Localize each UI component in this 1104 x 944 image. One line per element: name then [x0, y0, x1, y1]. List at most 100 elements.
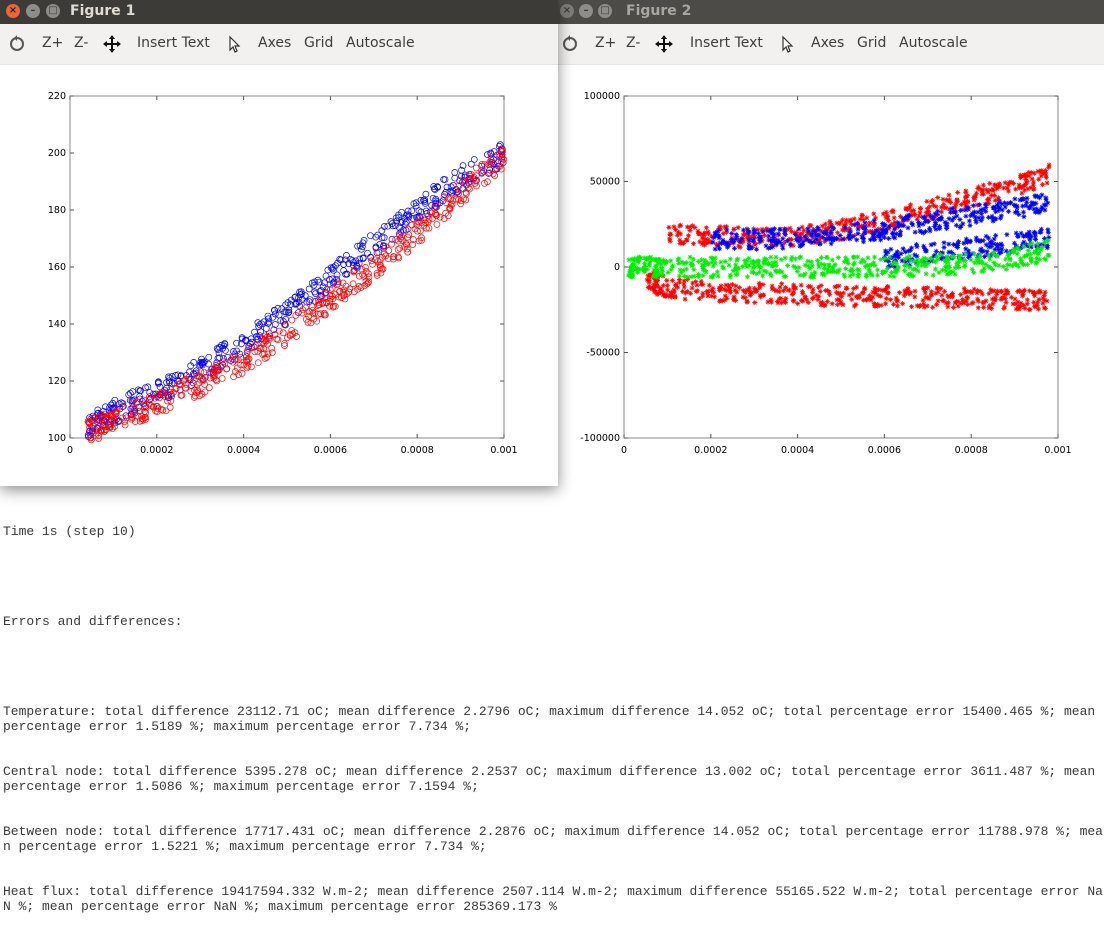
data-point — [627, 265, 633, 271]
autoscale-button[interactable]: Autoscale — [346, 35, 415, 51]
data-point — [129, 409, 137, 416]
maximize-icon[interactable]: □ — [598, 4, 612, 18]
data-point — [706, 282, 712, 288]
figure-1-window[interactable]: × – □ Figure 1 Z+ Z- Insert Text Axes Gr… — [0, 0, 558, 486]
grid-button[interactable]: Grid — [304, 35, 334, 51]
data-point — [805, 263, 811, 269]
data-point — [100, 426, 108, 434]
data-point — [809, 296, 815, 302]
data-point — [880, 231, 886, 237]
data-point — [431, 186, 439, 193]
data-point — [198, 374, 206, 382]
data-point — [954, 213, 960, 219]
rotate-icon[interactable] — [560, 34, 580, 54]
data-point — [778, 256, 784, 262]
data-point — [680, 240, 686, 246]
data-point — [833, 236, 839, 242]
data-point — [749, 290, 755, 296]
data-point — [926, 208, 932, 214]
data-point — [1002, 304, 1008, 310]
data-point — [979, 211, 985, 217]
pointer-icon[interactable] — [778, 34, 798, 54]
insert-text-button[interactable]: Insert Text — [137, 35, 210, 51]
y-tick-label: 0 — [614, 262, 620, 273]
data-point — [899, 258, 905, 264]
data-point — [166, 404, 174, 411]
data-point — [949, 249, 955, 255]
pan-icon[interactable] — [654, 34, 674, 54]
data-point — [724, 287, 730, 293]
data-point — [733, 283, 739, 289]
data-point — [883, 229, 889, 235]
grid-button[interactable]: Grid — [857, 35, 887, 51]
data-point — [905, 272, 911, 278]
axes-button[interactable]: Axes — [258, 35, 292, 51]
zoom-in-button[interactable]: Z+ — [595, 35, 617, 51]
data-point — [487, 153, 495, 161]
data-point — [702, 231, 708, 237]
data-point — [829, 257, 835, 263]
figure-2-window[interactable]: × – □ Figure 2 Z+ Z- Insert Text Axes Gr… — [556, 0, 1104, 486]
data-point — [815, 297, 821, 303]
data-point — [387, 218, 395, 225]
data-point — [390, 255, 397, 263]
titlebar[interactable]: × – □ Figure 1 — [0, 0, 558, 24]
data-point — [368, 257, 375, 265]
data-point — [866, 229, 872, 235]
close-icon[interactable]: × — [6, 4, 20, 18]
data-point — [782, 229, 788, 235]
axes-button[interactable]: Axes — [811, 35, 845, 51]
data-point — [1039, 204, 1045, 210]
x-tick-label: 0 — [621, 445, 627, 456]
data-point — [928, 199, 934, 205]
data-point — [804, 236, 810, 242]
data-point — [90, 414, 98, 421]
zoom-out-button[interactable]: Z- — [74, 35, 89, 51]
pan-icon[interactable] — [102, 34, 122, 54]
data-point — [770, 235, 776, 241]
figure-2-plot[interactable]: 0 0.0002 0.0004 0.0006 0.0008 0.001-100000-50… — [556, 64, 1104, 486]
data-point — [752, 260, 758, 266]
data-point — [108, 416, 116, 424]
figure-1-plot[interactable]: 0 0.0002 0.0004 0.0006 0.0008 0.0011001201401… — [0, 64, 558, 486]
data-point — [997, 215, 1003, 221]
data-point — [851, 216, 857, 222]
data-point — [733, 272, 739, 278]
zoom-out-button[interactable]: Z- — [626, 35, 641, 51]
data-point — [809, 232, 815, 238]
autoscale-button[interactable]: Autoscale — [899, 35, 968, 51]
data-point — [230, 373, 237, 381]
data-point — [329, 295, 337, 303]
data-point — [1044, 298, 1050, 304]
titlebar[interactable]: × – □ Figure 2 — [556, 0, 1104, 24]
data-point — [905, 225, 911, 231]
data-point — [917, 210, 923, 216]
data-point — [1028, 256, 1034, 262]
data-point — [651, 281, 657, 287]
rotate-icon[interactable] — [7, 34, 27, 54]
data-point — [939, 204, 945, 210]
data-point — [904, 254, 910, 260]
data-point — [723, 224, 729, 230]
data-point — [634, 265, 640, 271]
data-point — [735, 256, 741, 262]
data-point — [926, 258, 932, 264]
data-point — [1044, 245, 1050, 251]
maximize-icon[interactable]: □ — [46, 4, 60, 18]
data-point — [887, 254, 893, 260]
data-point — [441, 191, 448, 198]
minimize-icon[interactable]: – — [579, 4, 593, 18]
data-point — [460, 178, 468, 185]
insert-text-button[interactable]: Insert Text — [690, 35, 763, 51]
data-point — [952, 271, 958, 277]
data-point — [639, 266, 645, 272]
data-point — [689, 262, 695, 268]
zoom-in-button[interactable]: Z+ — [42, 35, 64, 51]
data-point — [988, 241, 994, 247]
data-point — [402, 218, 410, 226]
data-point — [1024, 179, 1030, 185]
pointer-icon[interactable] — [225, 34, 245, 54]
data-point — [896, 264, 902, 270]
minimize-icon[interactable]: – — [26, 4, 40, 18]
close-icon[interactable]: × — [560, 4, 574, 18]
